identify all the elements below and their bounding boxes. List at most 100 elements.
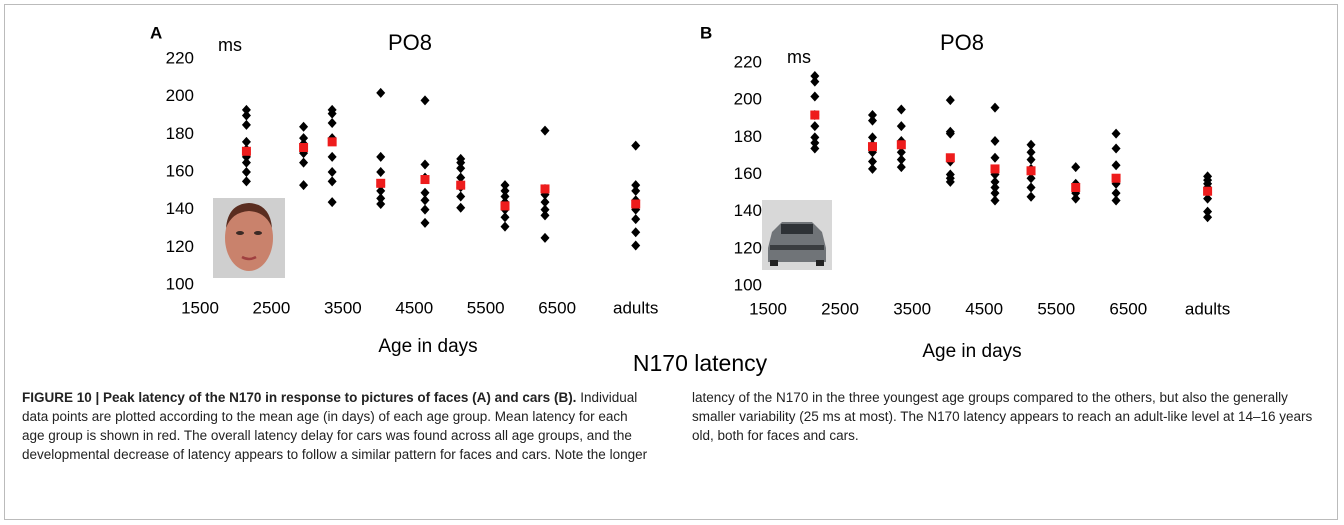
data-point <box>420 159 430 170</box>
y-tick-label: 180 <box>734 127 762 146</box>
mean-point <box>1026 166 1036 176</box>
data-point <box>500 212 510 223</box>
data-point <box>631 227 641 238</box>
data-point <box>990 136 1000 147</box>
data-point <box>631 140 641 151</box>
data-point <box>540 197 550 208</box>
data-point <box>1111 128 1121 139</box>
x-axis-label: Age in days <box>922 341 1021 362</box>
data-point <box>456 157 466 168</box>
y-tick-label: 100 <box>734 275 762 294</box>
data-point <box>810 132 820 143</box>
y-tick-label: 220 <box>166 48 194 67</box>
data-point <box>1026 139 1036 150</box>
data-point <box>1203 212 1213 223</box>
car-picture <box>762 200 832 270</box>
mean-point <box>241 146 251 156</box>
mean-point <box>631 199 641 209</box>
data-point <box>241 157 251 168</box>
data-point <box>1111 143 1121 154</box>
data-point <box>990 188 1000 199</box>
data-point <box>896 104 906 115</box>
x-tick-label: 4500 <box>965 299 1003 318</box>
data-point <box>896 147 906 158</box>
data-point <box>810 76 820 87</box>
data-point <box>420 204 430 215</box>
data-point <box>945 176 955 187</box>
data-point <box>631 214 641 225</box>
x-tick-label: 5500 <box>467 298 505 317</box>
data-point <box>1071 193 1081 204</box>
data-point <box>376 193 386 204</box>
data-point <box>327 176 337 187</box>
data-point <box>810 137 820 148</box>
data-point <box>420 217 430 228</box>
data-point <box>1026 173 1036 184</box>
data-point <box>867 156 877 167</box>
mean-point <box>1071 183 1081 193</box>
data-point <box>327 118 337 129</box>
y-tick-label: 120 <box>166 237 194 256</box>
data-point <box>810 91 820 102</box>
x-tick-label: 3500 <box>324 298 362 317</box>
y-tick-label: 160 <box>166 161 194 180</box>
data-point <box>420 95 430 106</box>
mean-point <box>376 178 386 188</box>
data-point <box>631 185 641 196</box>
data-point <box>631 240 641 251</box>
panel-label: B <box>700 23 712 42</box>
data-point <box>327 197 337 208</box>
mean-point <box>867 142 877 152</box>
data-point <box>376 199 386 210</box>
chart-title: PO8 <box>388 30 432 55</box>
data-point <box>241 104 251 115</box>
caption-heading: FIGURE 10 | Peak latency of the N170 in … <box>22 390 577 405</box>
mean-point <box>990 164 1000 174</box>
panel-label: A <box>150 23 162 42</box>
x-tick-label: 4500 <box>395 298 433 317</box>
data-point <box>631 180 641 191</box>
data-point <box>376 151 386 162</box>
x-tick-label: 5500 <box>1037 299 1075 318</box>
data-point <box>299 157 309 168</box>
data-point <box>500 185 510 196</box>
data-point <box>241 176 251 187</box>
data-point <box>867 163 877 174</box>
data-point <box>1203 193 1213 204</box>
mean-point <box>945 153 955 163</box>
y-tick-label: 140 <box>734 201 762 220</box>
mean-point <box>500 201 510 211</box>
y-tick-label: 160 <box>734 164 762 183</box>
data-point <box>456 163 466 174</box>
data-point <box>500 221 510 232</box>
data-point <box>241 136 251 147</box>
data-point <box>376 87 386 98</box>
data-point <box>1026 154 1036 165</box>
data-point <box>241 110 251 121</box>
data-point <box>1071 162 1081 173</box>
data-point <box>540 210 550 221</box>
data-point <box>456 191 466 202</box>
mean-point <box>810 110 820 120</box>
chart-title: PO8 <box>940 30 984 55</box>
data-point <box>299 180 309 191</box>
mean-point <box>1203 186 1213 196</box>
y-tick-label: 120 <box>734 238 762 257</box>
data-point <box>1026 191 1036 202</box>
data-point <box>327 108 337 119</box>
mean-point <box>1111 173 1121 183</box>
mean-point <box>299 143 309 153</box>
data-point <box>990 102 1000 113</box>
data-point <box>420 187 430 198</box>
data-point <box>327 151 337 162</box>
data-point <box>540 125 550 136</box>
figure-frame <box>4 4 1338 520</box>
mean-point <box>896 140 906 150</box>
mean-point <box>540 184 550 194</box>
data-point <box>945 95 955 106</box>
figure: N170 latency A PO8 ms Age in days 100 120 140 1… <box>150 23 1230 376</box>
mean-point <box>456 180 466 190</box>
y-tick-label: 220 <box>734 52 762 71</box>
data-point <box>810 71 820 82</box>
mean-point <box>327 137 337 147</box>
